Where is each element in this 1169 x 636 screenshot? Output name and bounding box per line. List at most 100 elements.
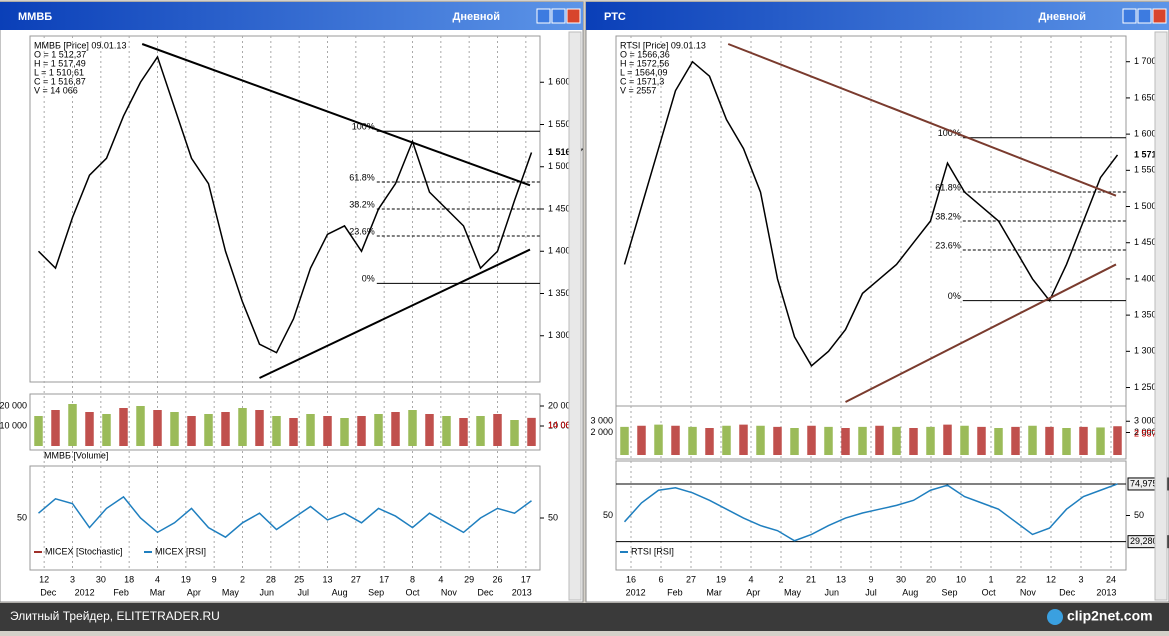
volume-bar	[807, 425, 816, 455]
y-tick-label: 1 500	[548, 161, 571, 171]
level-label: 29,28025	[1130, 536, 1168, 546]
y-tick-label: 1 350	[548, 288, 571, 298]
volume-bar	[875, 425, 884, 455]
last-volume: 2 557	[1134, 429, 1157, 439]
volume-bar	[221, 412, 230, 446]
btn-min[interactable]	[536, 8, 551, 24]
month-label: Jun	[825, 587, 840, 597]
volume-bar	[85, 412, 94, 446]
price-info: RTSI [Price] 09.01.13	[620, 40, 706, 50]
price-info: V = 2557	[620, 85, 656, 95]
date-label: 6	[658, 574, 663, 584]
month-label: Aug	[902, 587, 918, 597]
y-tick-label: 1 450	[1134, 237, 1157, 247]
month-label: Dec	[1059, 587, 1076, 597]
btn-max[interactable]	[1137, 8, 1152, 24]
volume-bar	[1011, 426, 1020, 455]
last-volume: 14 066	[548, 420, 576, 430]
y-tick-label-left: 50	[603, 510, 613, 520]
volume-bar	[374, 414, 383, 446]
osc-legend: RTSI [RSI]	[631, 546, 674, 556]
date-label: 1	[988, 574, 993, 584]
scrollbar[interactable]	[568, 31, 582, 601]
date-label: 19	[181, 574, 191, 584]
volume-bar	[926, 426, 935, 455]
btn-min[interactable]	[1122, 8, 1137, 24]
volume-legend: ММВБ [Volume]	[44, 450, 108, 460]
y-tick-label: 50	[1134, 510, 1144, 520]
fib-label: 38.2%	[935, 211, 961, 221]
volume-bar	[994, 428, 1003, 455]
month-label: Aug	[332, 587, 348, 597]
volume-bar	[527, 417, 536, 446]
y-tick-label: 10 000	[548, 420, 576, 430]
volume-bar	[620, 426, 629, 455]
y-tick-label-left: 10 000	[0, 420, 27, 430]
volume-bar	[1045, 426, 1054, 455]
date-label: 16	[626, 574, 636, 584]
price-line	[623, 60, 1119, 367]
month-label: May	[784, 587, 802, 597]
volume-bar	[357, 416, 366, 446]
window-title: ММВБ	[18, 11, 52, 23]
window-title: РТС	[604, 11, 626, 23]
volume-bar	[391, 412, 400, 446]
trend-line	[141, 43, 531, 187]
btn-close[interactable]	[1152, 8, 1167, 24]
fib-label: 23.6%	[935, 240, 961, 250]
volume-bar	[425, 414, 434, 446]
y-tick-label-left: 50	[17, 512, 27, 522]
date-label: 27	[351, 574, 361, 584]
volume-bar	[637, 425, 646, 455]
month-label: Oct	[982, 587, 997, 597]
date-label: 22	[1016, 574, 1026, 584]
y-tick-label: 1 550	[1134, 165, 1157, 175]
date-label: 9	[868, 574, 873, 584]
date-label: 2	[240, 574, 245, 584]
volume-bar	[1028, 425, 1037, 455]
volume-bar	[705, 428, 714, 455]
btn-max[interactable]	[551, 8, 566, 24]
y-tick-label: 1 400	[1134, 273, 1157, 283]
fib-label: 100%	[352, 122, 375, 132]
date-label: 18	[124, 574, 134, 584]
volume-bar	[654, 424, 663, 455]
fib-label: 61.8%	[349, 172, 375, 182]
month-label: 2012	[626, 587, 646, 597]
volume-bar	[739, 424, 748, 455]
price-info: V = 14 066	[34, 85, 78, 95]
month-label: Dec	[40, 587, 57, 597]
date-label: 3	[70, 574, 75, 584]
volume-bar	[476, 416, 485, 446]
date-label: 8	[410, 574, 415, 584]
title-bar	[0, 2, 583, 30]
date-label: 12	[39, 574, 49, 584]
volume-bar	[238, 408, 247, 446]
volume-bar	[187, 416, 196, 446]
footer-text: Элитный Трейдер, ELITETRADER.RU	[10, 609, 220, 623]
y-tick-label: 1 300	[548, 330, 571, 340]
date-label: 10	[956, 574, 966, 584]
volume-bar	[442, 416, 451, 446]
date-label: 17	[379, 574, 389, 584]
volume-bar	[119, 408, 128, 446]
scrollbar[interactable]	[1154, 31, 1168, 601]
trend-line	[259, 248, 531, 379]
volume-bar	[1062, 428, 1071, 455]
volume-bar	[272, 416, 281, 446]
date-label: 9	[212, 574, 217, 584]
volume-bar	[909, 428, 918, 455]
month-label: Jun	[260, 587, 275, 597]
price-info: C = 1 516,87	[34, 76, 86, 86]
month-label: Apr	[746, 587, 760, 597]
osc-legend: MICEX [Stochastic]	[45, 546, 123, 556]
volume-bar	[824, 426, 833, 455]
btn-close[interactable]	[566, 8, 581, 24]
footer-logo: clip2net.com	[1067, 608, 1153, 624]
month-label: Jul	[865, 587, 877, 597]
fib-label: 100%	[938, 128, 961, 138]
date-label: 24	[1106, 574, 1116, 584]
period-label: Дневной	[1039, 11, 1087, 23]
volume-bar	[671, 425, 680, 455]
y-tick-label: 2 000	[1134, 427, 1157, 437]
